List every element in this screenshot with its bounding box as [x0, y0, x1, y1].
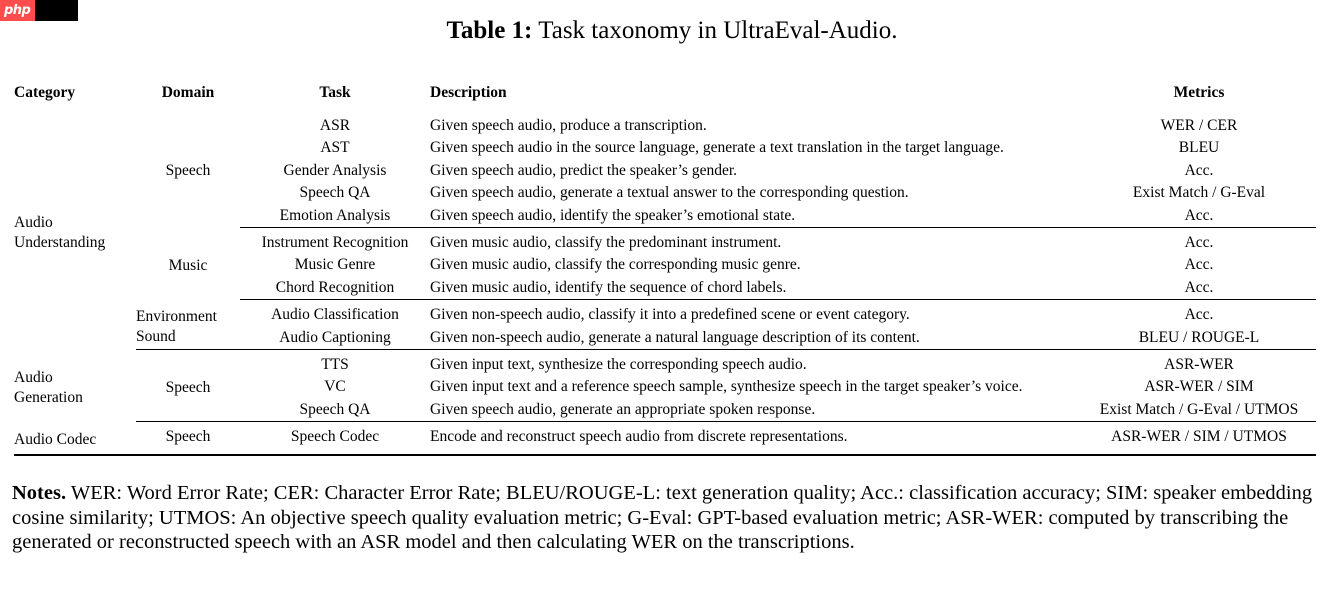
stack-line: Speech: [165, 162, 211, 180]
table-bottom-rule: [14, 452, 1316, 456]
table-row: Environment Sound Audio Classification Give…: [14, 304, 1316, 344]
cell-description: Given speech audio in the source languag…: [430, 139, 1004, 157]
stack-line: Audio: [14, 213, 53, 231]
cell-task: Gender Analysis: [283, 161, 387, 179]
caption-label: Table 1:: [446, 17, 533, 44]
cell-task: Speech QA: [299, 184, 371, 202]
cell-metrics: Acc.: [1184, 206, 1214, 224]
cell-description: Given non-speech audio, generate a natur…: [430, 328, 920, 346]
table-row: Speech QA Given speech audio, generate an…: [14, 399, 1316, 422]
cell-metrics: Exist Match / G-Eval: [1132, 184, 1266, 202]
table-row: AST Given speech audio in the source lang…: [14, 137, 1316, 159]
cell-metrics: BLEU: [1178, 139, 1220, 157]
stack-line: Audio: [14, 369, 53, 387]
stack-line: Generation: [14, 389, 83, 407]
column-header-description: Description: [430, 84, 507, 101]
cell-description: Given speech audio, produce a transcript…: [430, 117, 707, 134]
cell-task: AST: [320, 139, 350, 157]
cell-task: Speech Codec: [290, 428, 380, 446]
cell-task: TTS: [321, 356, 349, 374]
stack-line: Understanding: [14, 233, 106, 251]
table-header-row: Category Domain Task Description Metrics: [14, 76, 1316, 110]
cell-description: Given speech audio, generate a textual a…: [430, 184, 909, 202]
cell-description: Given music audio, classify the correspo…: [430, 256, 801, 274]
cell-task: ASR: [319, 117, 351, 134]
stack-line: Audio Codec: [14, 430, 97, 448]
table-row: Chord Recognition Given music audio, iden…: [14, 277, 1316, 300]
section-divider: [14, 421, 1316, 423]
task-taxonomy-table: Category Domain Task Description Metrics…: [14, 76, 1316, 456]
cell-task: Instrument Recognition: [261, 234, 409, 252]
column-header-metrics: Metrics: [1173, 84, 1225, 101]
cell-task: VC: [324, 378, 346, 396]
cell-metrics: BLEU / ROUGE-L: [1138, 328, 1260, 346]
cell-metrics: Acc.: [1184, 234, 1214, 252]
cell-metrics: Acc.: [1184, 161, 1214, 179]
stack-line: Music: [168, 256, 208, 274]
cell-metrics: Acc.: [1184, 256, 1214, 274]
cell-task: Speech QA: [299, 400, 371, 418]
cell-description: Given speech audio, generate an appropri…: [430, 400, 816, 418]
cell-description: Given music audio, classify the predomin…: [430, 234, 782, 252]
stack-line: Speech: [165, 428, 211, 446]
group-divider: [14, 227, 1316, 229]
table-row: Audio Generation Speech TTS Given input text…: [14, 354, 1316, 406]
cell-domain: Environment Sound: [136, 304, 240, 349]
cell-metrics: Acc.: [1184, 306, 1214, 324]
cell-metrics: Acc.: [1184, 278, 1214, 296]
column-header-task: Task: [319, 84, 351, 101]
table-row: VC Given input text and a reference speec…: [14, 376, 1316, 398]
table-row: Music Genre Given music audio, classify t…: [14, 254, 1316, 276]
group-divider: [14, 299, 1316, 301]
stack-line: Speech: [165, 378, 211, 396]
brand-redaction-block: [35, 0, 79, 21]
stack-line: Environment: [136, 307, 217, 325]
caption-text: Task taxonomy in UltraEval-Audio.: [538, 17, 898, 44]
notes-text: WER: Word Error Rate; CER: Character Err…: [12, 482, 1313, 554]
table-row: Emotion Analysis Given speech audio, iden…: [14, 205, 1316, 228]
cell-domain: Speech: [136, 426, 240, 448]
notes-label: Notes.: [12, 482, 67, 504]
cell-task: Audio Captioning: [279, 328, 391, 346]
cell-description: Encode and reconstruct speech audio from…: [430, 428, 848, 446]
table-row: Music Instrument Recognition Given music a…: [14, 232, 1316, 274]
cell-category: Audio Understanding: [14, 115, 136, 350]
php-logo-badge: php: [0, 0, 36, 21]
cell-domain: Speech: [136, 115, 240, 228]
cell-domain: Speech: [136, 354, 240, 422]
cell-category: Audio Codec: [14, 426, 136, 453]
table-row: Audio Codec Speech Speech Codec Encode and …: [14, 426, 1316, 448]
cell-category: Audio Generation: [14, 354, 136, 422]
cell-task: Audio Classification: [271, 306, 399, 324]
cell-task: Chord Recognition: [275, 278, 395, 296]
table-notes: Notes. WER: Word Error Rate; CER: Charac…: [12, 481, 1328, 555]
cell-task: Music Genre: [294, 256, 376, 274]
table-row: Gender Analysis Given speech audio, predi…: [14, 160, 1316, 182]
table-row: Speech QA Given speech audio, generate a …: [14, 182, 1316, 204]
table-row: Audio Captioning Given non-speech audio, …: [14, 327, 1316, 350]
cell-description: Given speech audio, predict the speaker’…: [430, 161, 738, 179]
column-header-domain: Domain: [161, 84, 215, 101]
cell-description: Given non-speech audio, classify it into…: [430, 306, 910, 324]
cell-metrics: WER / CER: [1160, 117, 1238, 134]
table-caption: Table 1: Task taxonomy in UltraEval-Audi…: [0, 16, 1344, 46]
stack-line: Sound: [136, 327, 176, 345]
cell-metrics: ASR-WER / SIM: [1144, 378, 1254, 396]
cell-metrics: Exist Match / G-Eval / UTMOS: [1099, 400, 1299, 418]
cell-metrics: ASR-WER: [1164, 356, 1234, 374]
cell-description: Given input text and a reference speech …: [430, 378, 1023, 396]
cell-description: Given speech audio, identify the speaker…: [430, 206, 796, 224]
cell-domain: Music: [136, 232, 240, 300]
cell-description: Given input text, synthesize the corresp…: [430, 356, 807, 374]
cell-task: Emotion Analysis: [279, 206, 391, 224]
section-divider: [14, 349, 1316, 351]
cell-description: Given music audio, identify the sequence…: [430, 278, 787, 296]
column-header-category: Category: [14, 84, 76, 101]
brand-bar: php: [0, 0, 79, 21]
table-row: Audio Understanding Speech ASR Given speech …: [14, 115, 1316, 251]
table-header: Category Domain Task Description Metrics: [14, 76, 1316, 110]
table-body: Audio Understanding Speech ASR Given speech …: [14, 110, 1316, 456]
cell-metrics: ASR-WER / SIM / UTMOS: [1111, 428, 1287, 446]
